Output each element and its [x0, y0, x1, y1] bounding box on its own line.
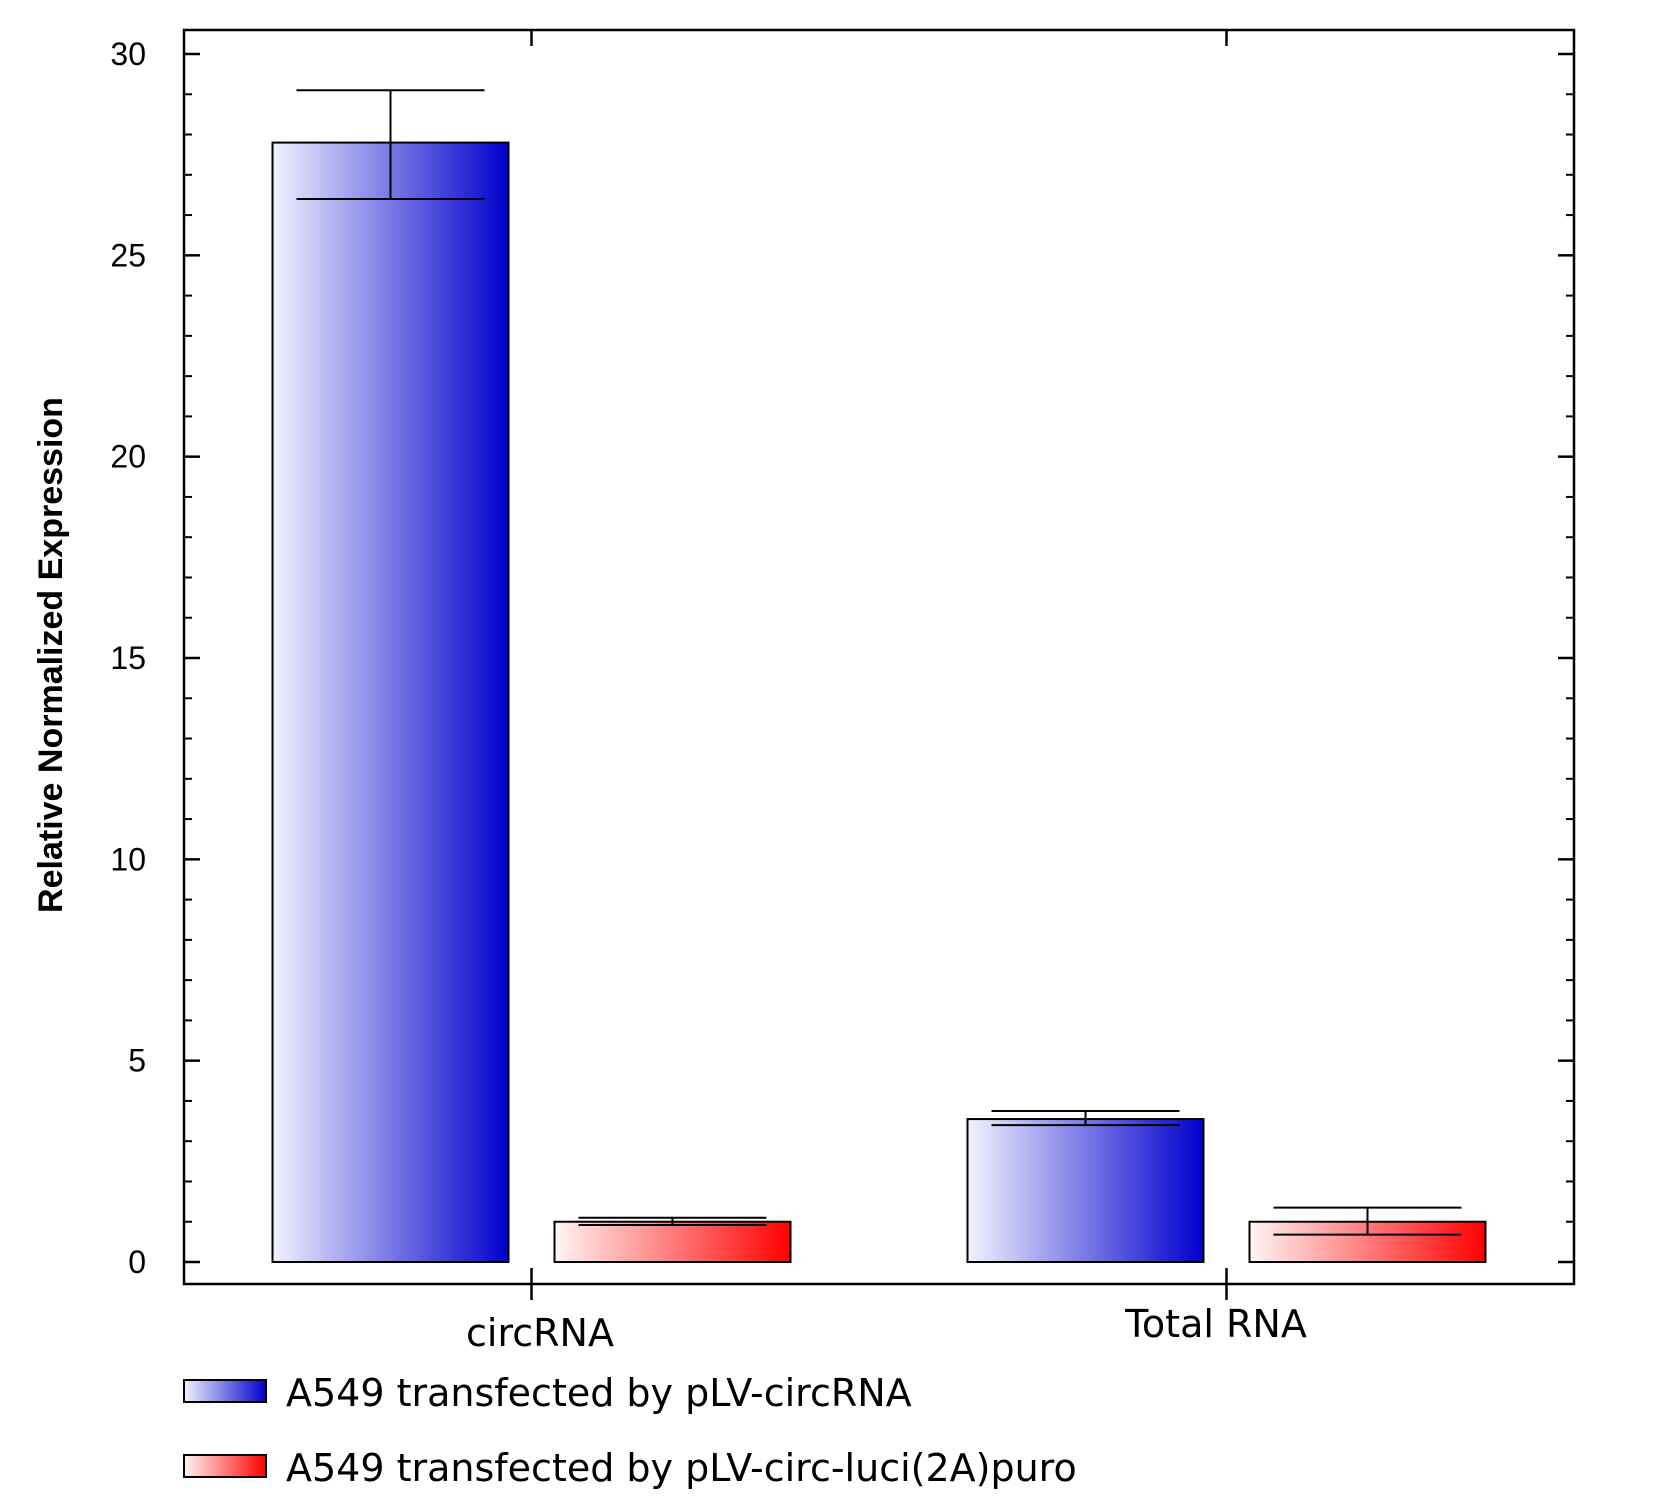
bar	[553, 1220, 792, 1263]
bar	[966, 1118, 1205, 1264]
y-tick-label: 10	[110, 841, 146, 877]
bar	[271, 141, 510, 1263]
x-category-label: Total RNA	[1124, 1302, 1307, 1346]
y-tick-label: 25	[110, 237, 146, 273]
y-tick-label: 0	[128, 1244, 146, 1280]
y-axis-title: Relative Normalized Expression	[32, 397, 70, 913]
y-tick-label: 5	[128, 1043, 146, 1079]
y-tick-label: 15	[110, 640, 146, 676]
x-category-label: circRNA	[466, 1311, 614, 1355]
y-tick-label: 30	[110, 36, 146, 72]
legend-label: A549 transfected by pLV-circRNA	[286, 1371, 912, 1415]
legend-swatch	[183, 1454, 267, 1478]
legend-swatch	[183, 1379, 267, 1403]
legend-label: A549 transfected by pLV-circ-luci(2A)pur…	[286, 1446, 1077, 1490]
y-tick-label: 20	[110, 439, 146, 475]
